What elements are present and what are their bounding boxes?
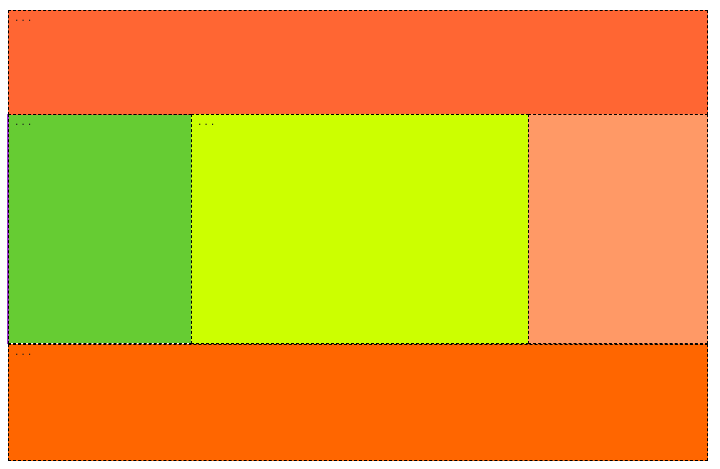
header-placeholder-text: ...	[14, 14, 34, 24]
right-column-placeholder-text	[529, 115, 707, 119]
center-column-placeholder-text: ...	[197, 118, 217, 128]
left-column-placeholder-text: ...	[14, 118, 34, 128]
right-column-block	[528, 114, 708, 344]
footer-block: ...	[8, 344, 708, 461]
center-column-block: ...	[191, 114, 529, 344]
header-block: ...	[8, 10, 708, 115]
left-column-block: ...	[8, 114, 192, 344]
footer-placeholder-text: ...	[14, 348, 34, 358]
